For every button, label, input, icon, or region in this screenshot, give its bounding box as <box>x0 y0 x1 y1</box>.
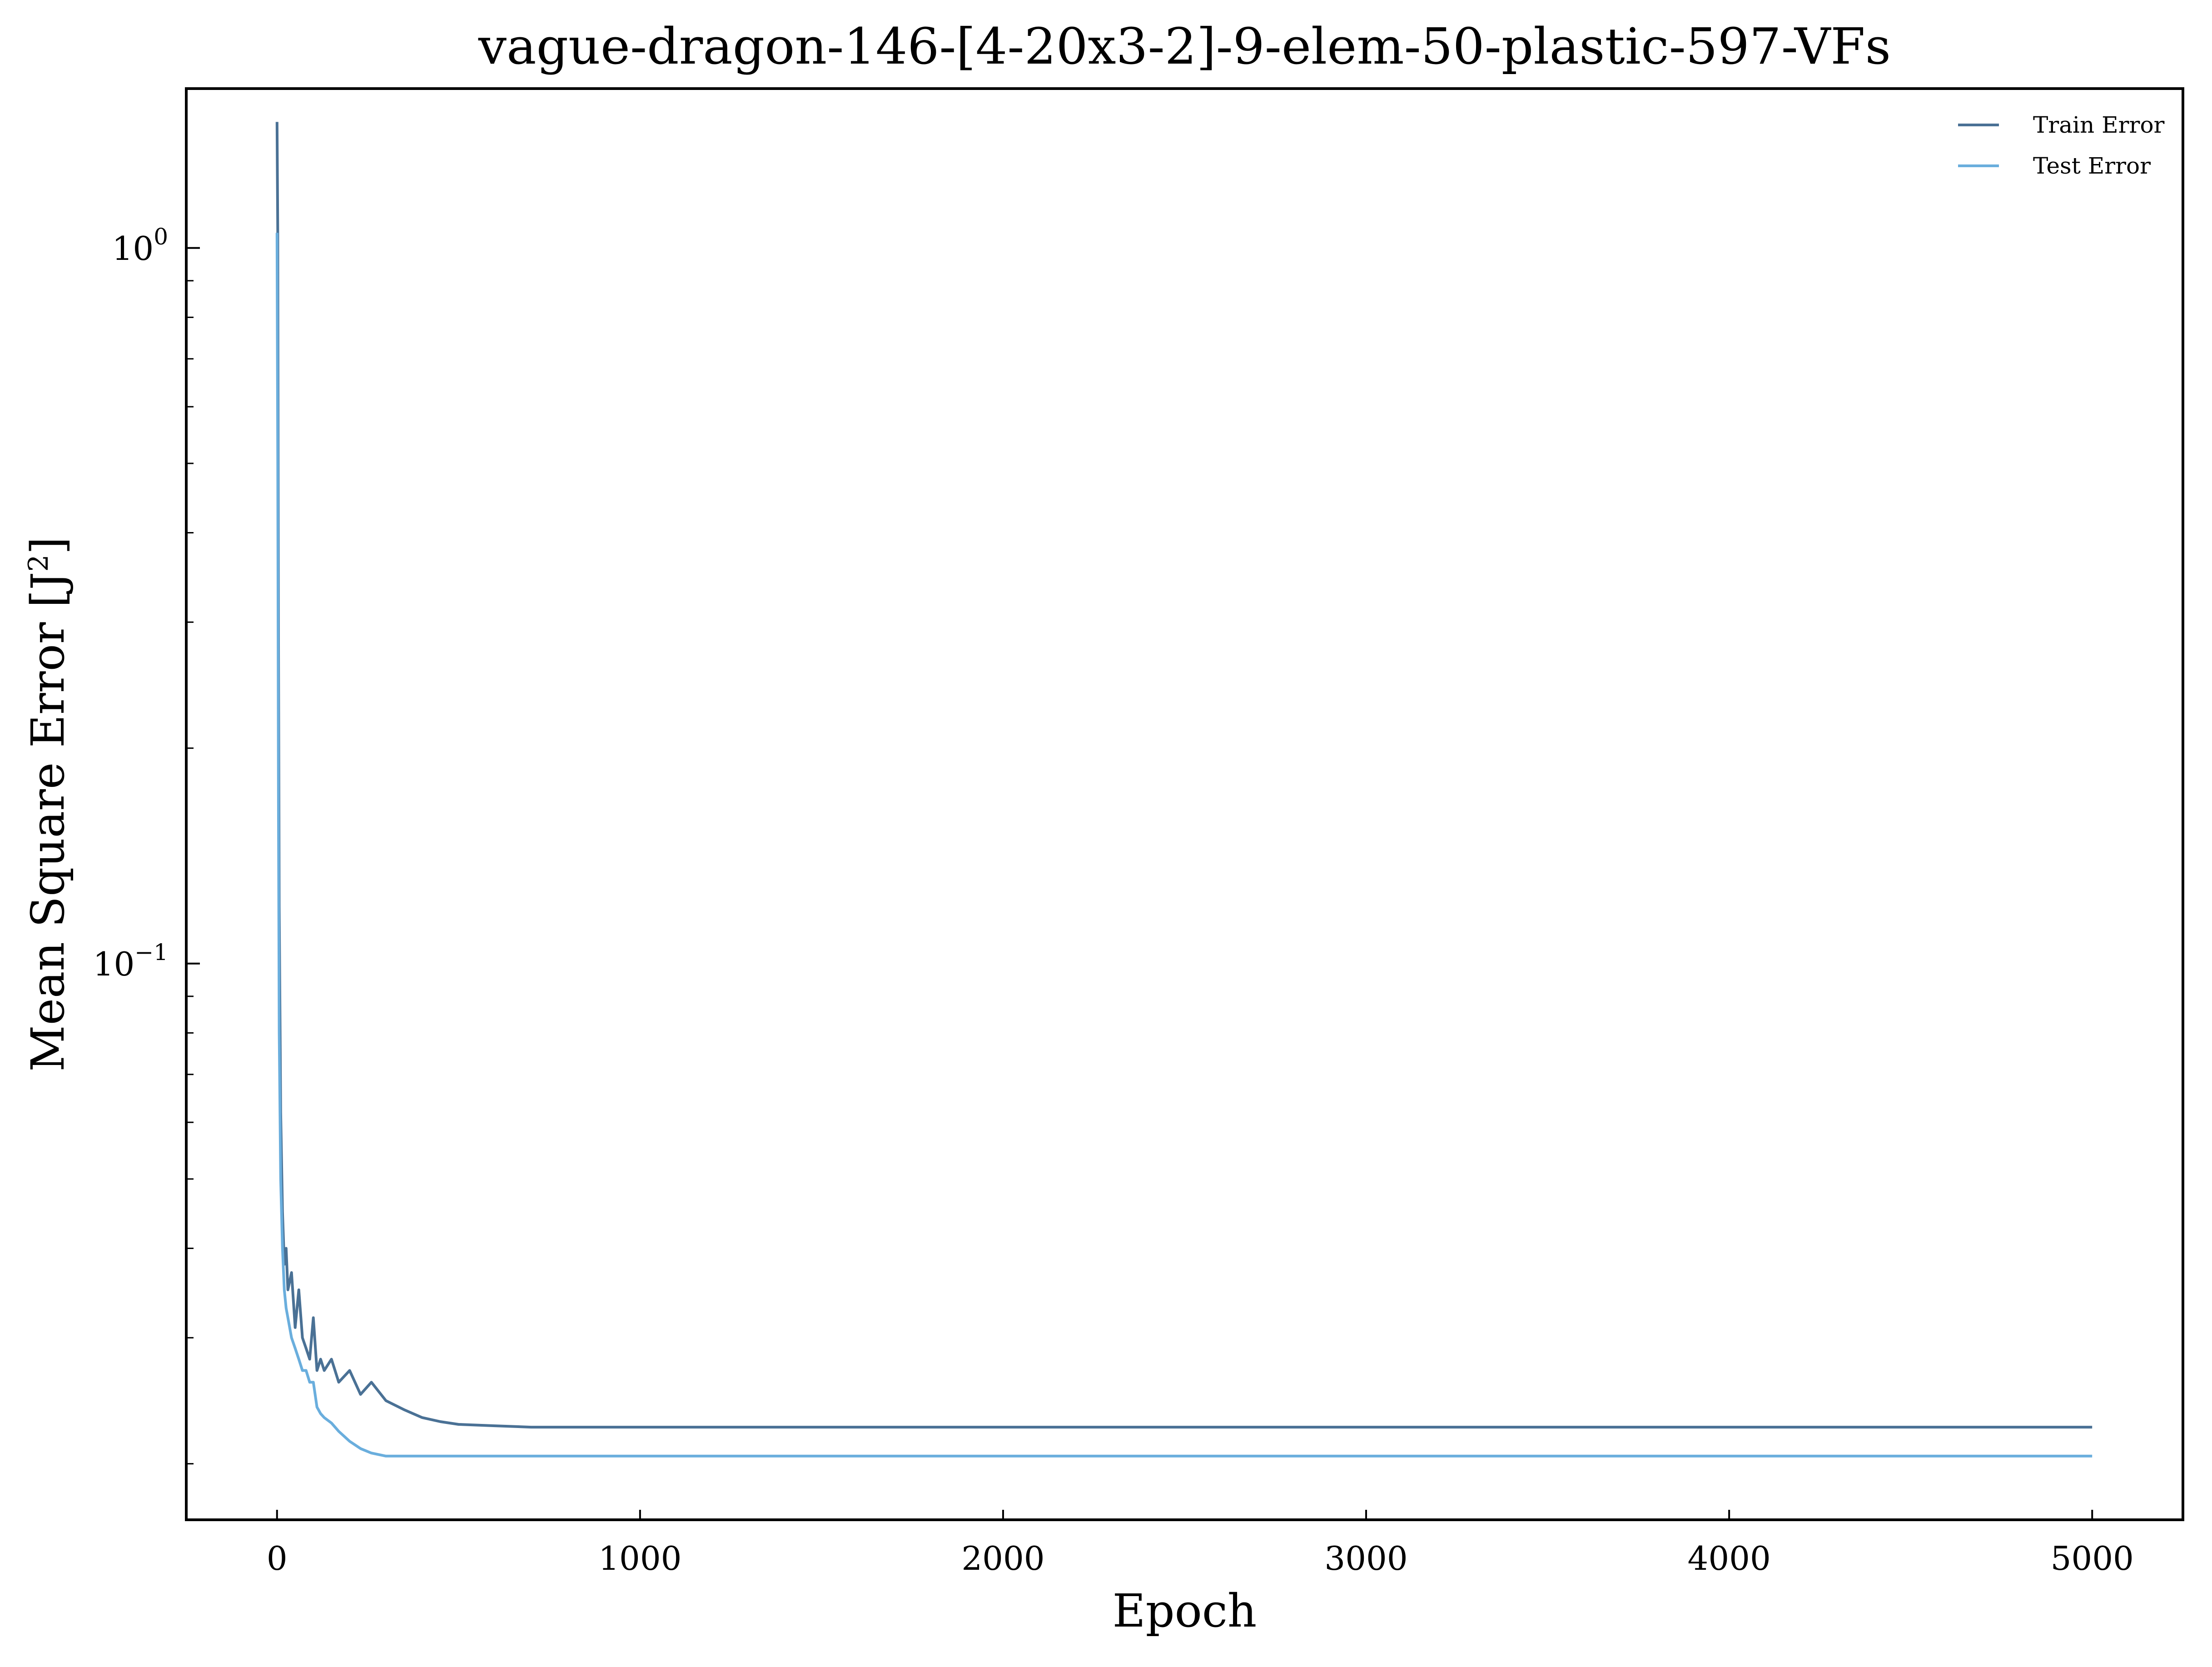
x-tick-label: 2000 <box>961 1539 1044 1577</box>
legend: Train Error Test Error <box>1958 112 2165 179</box>
y-axis-label: Mean Square Error [J2] <box>21 537 75 1071</box>
y-tick-label: 10−1 <box>93 939 168 983</box>
x-axis-ticks: 0 1000 2000 3000 4000 5000 <box>267 1510 2134 1577</box>
x-tick-label: 5000 <box>2051 1539 2134 1577</box>
y-axis-label-superscript: 2 <box>23 554 55 572</box>
legend-label: Train Error <box>2033 112 2165 138</box>
y-tick-label-exponent: −1 <box>134 939 168 965</box>
series-line-train <box>275 122 2093 1429</box>
x-tick-label: 0 <box>267 1539 288 1577</box>
series-line-test <box>275 233 2093 1458</box>
chart-title: vague-dragon-146-[4-20x3-2]-9-elem-50-pl… <box>478 17 1891 75</box>
y-tick-label-base: 10 <box>112 229 154 268</box>
x-tick-label: 1000 <box>598 1539 681 1577</box>
x-axis-label: Epoch <box>1113 1584 1257 1637</box>
y-tick-label: 100 <box>112 224 168 268</box>
y-axis-label-main: Mean Square Error [J <box>21 572 75 1072</box>
legend-label: Test Error <box>2033 153 2151 179</box>
y-tick-label-base: 10 <box>93 945 135 983</box>
x-tick-label: 3000 <box>1324 1539 1407 1577</box>
y-axis-label-end: ] <box>21 537 75 554</box>
x-tick-label: 4000 <box>1688 1539 1771 1577</box>
plot-frame <box>185 87 2184 1521</box>
series-layer <box>275 122 2093 1458</box>
y-tick-label-exponent: 0 <box>154 224 168 250</box>
